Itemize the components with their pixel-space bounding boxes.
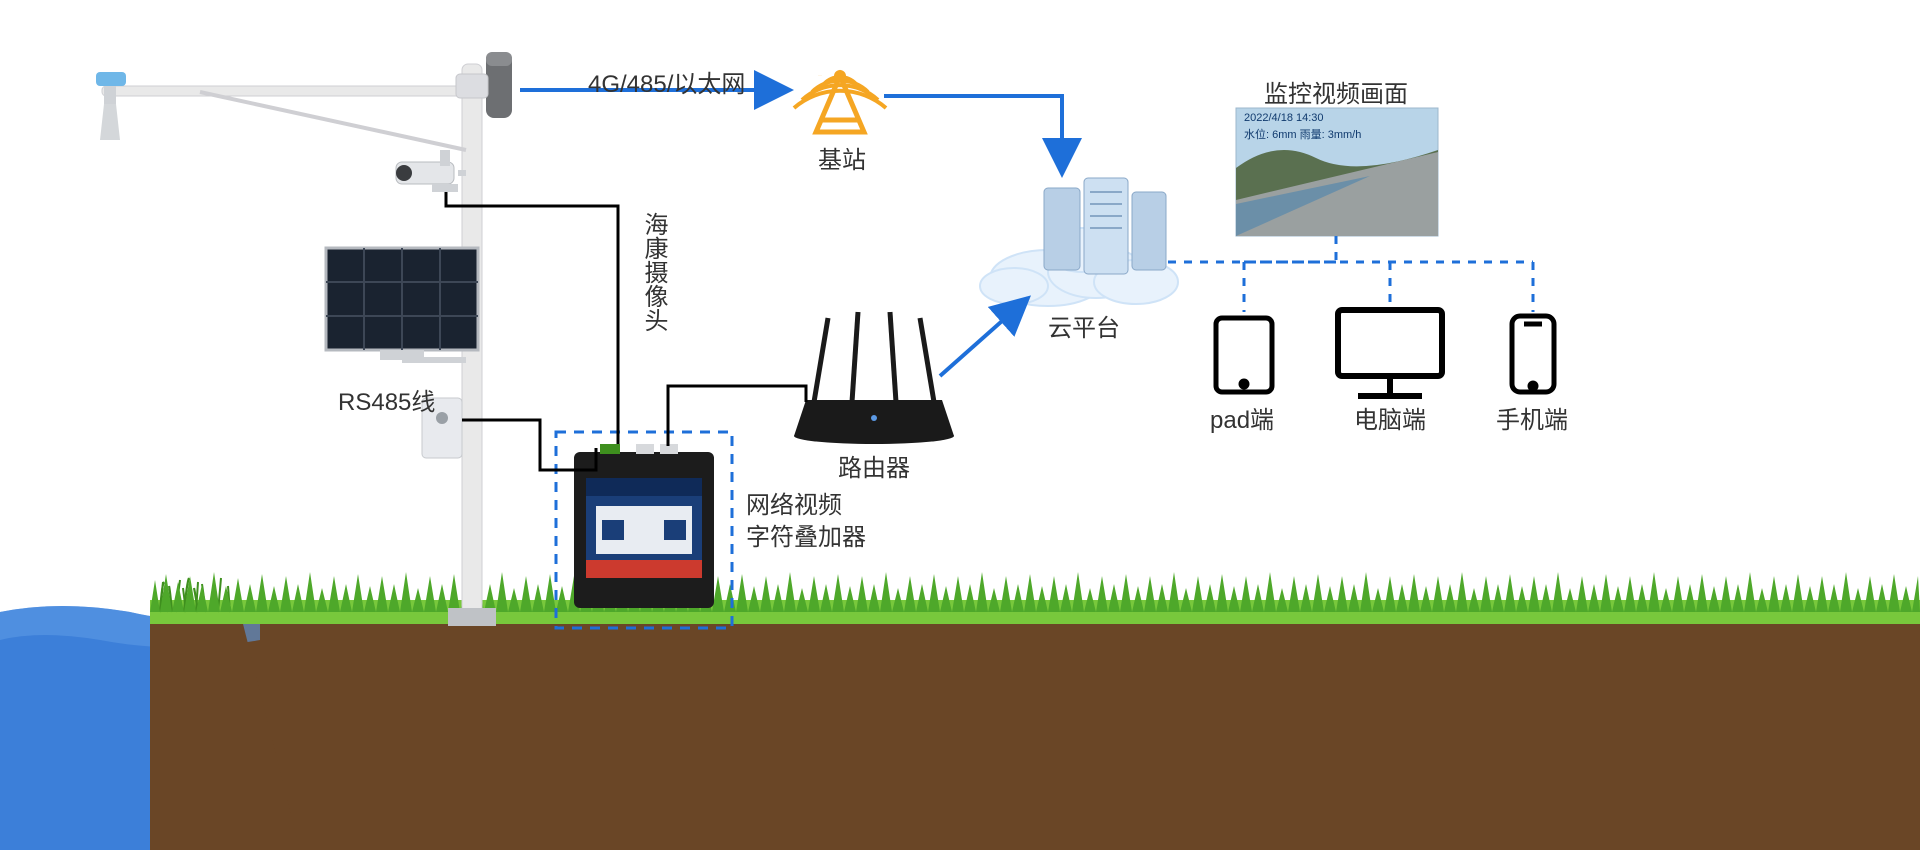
- grass-dense: [150, 572, 1920, 612]
- solar-panel-icon: [326, 248, 478, 360]
- diagram-canvas: [0, 0, 1920, 850]
- cloud-platform-icon: [980, 178, 1178, 306]
- rain-sensor-icon: [486, 52, 512, 118]
- label-monitor-title: 监控视频画面: [1264, 74, 1408, 109]
- label-phone: 手机端: [1496, 400, 1568, 435]
- label-pc: 电脑端: [1354, 400, 1426, 435]
- water: [0, 606, 295, 850]
- grass-blades: [160, 578, 198, 612]
- grass: [150, 578, 1920, 624]
- label-cloud: 云平台: [1048, 308, 1120, 343]
- level-sensor-icon: [96, 72, 126, 140]
- label-base-station: 基站: [818, 140, 866, 175]
- pad-icon: [1216, 318, 1272, 392]
- label-rs485: RS485线: [338, 382, 435, 417]
- ground-dirt: [150, 612, 1920, 850]
- label-router: 路由器: [838, 448, 910, 483]
- camera-icon: [396, 150, 466, 192]
- router-icon: [794, 312, 954, 444]
- pc-icon: [1338, 310, 1442, 396]
- device-dashed-frame: [556, 432, 732, 628]
- label-connection-top: 4G/485/以太网: [588, 64, 745, 99]
- overlay-device-icon: [574, 444, 714, 608]
- dashed-client-lines: [1168, 236, 1533, 312]
- monitoring-pole: [96, 52, 512, 626]
- label-pad: pad端: [1210, 400, 1274, 435]
- phone-icon: [1512, 316, 1554, 392]
- base-station-icon: [794, 72, 886, 132]
- arrows-blue: [520, 90, 1062, 376]
- label-camera: 海康摄像头: [636, 212, 671, 332]
- label-monitor-ts: 2022/4/18 14:30: [1244, 112, 1324, 124]
- label-monitor-data: 水位: 6mm 雨量: 3mm/h: [1244, 126, 1361, 142]
- label-device: 网络视频 字符叠加器: [746, 490, 866, 555]
- wires-black: [446, 192, 806, 470]
